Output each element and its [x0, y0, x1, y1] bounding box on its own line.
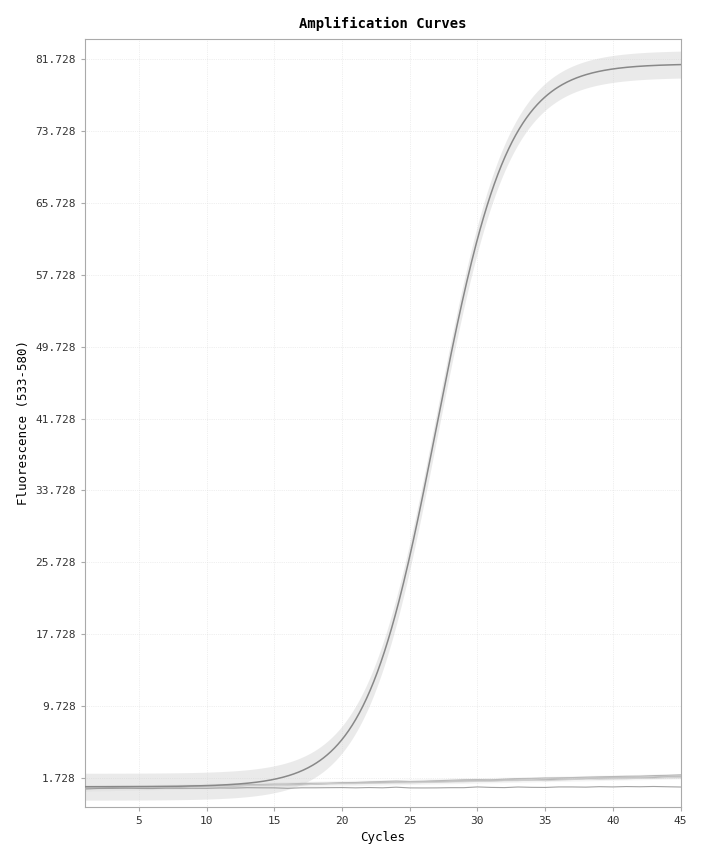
- X-axis label: Cycles: Cycles: [360, 832, 406, 845]
- Y-axis label: Fluorescence (533-580): Fluorescence (533-580): [17, 340, 30, 505]
- Title: Amplification Curves: Amplification Curves: [299, 16, 467, 31]
